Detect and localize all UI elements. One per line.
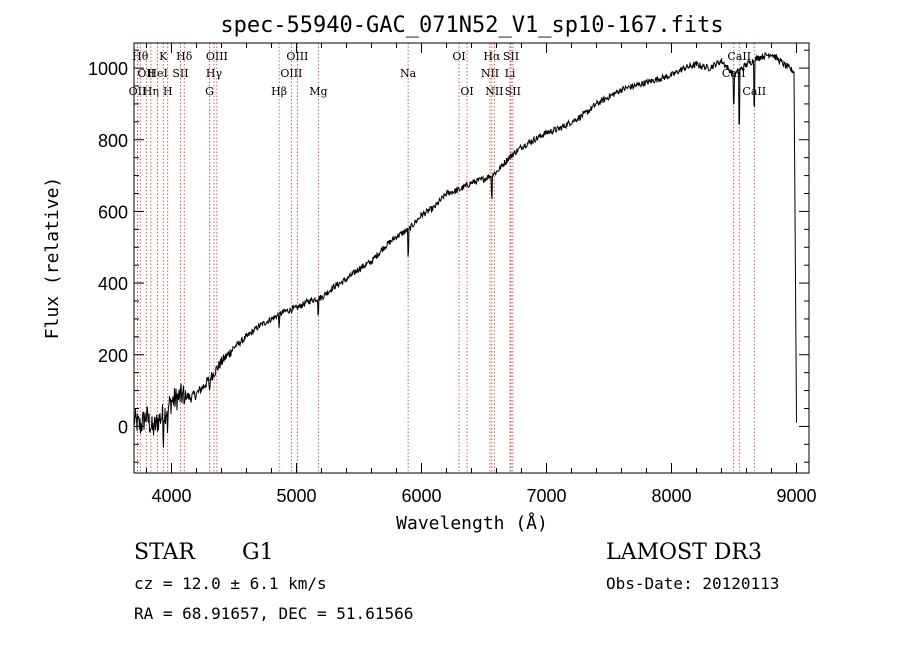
y-tick-label: 800 (98, 131, 128, 151)
survey-label: LAMOST DR3 (606, 540, 762, 565)
y-tick-label: 200 (98, 346, 128, 366)
x-tick-label: 8000 (651, 486, 691, 506)
y-tick-label: 0 (118, 417, 128, 437)
x-tick-label: 4000 (151, 486, 191, 506)
spectral-line-label: SII (505, 85, 521, 98)
spectral-line-label: Li (505, 67, 516, 80)
y-tick-label: 400 (98, 274, 128, 294)
chart-title: spec-55940-GAC_071N52_V1_sp10-167.fits (220, 13, 723, 38)
spectral-line-label: OIII (280, 67, 302, 80)
spectral-line-label: Hβ (271, 85, 287, 98)
spectral-line-label: CaII (727, 50, 751, 63)
spectral-line-label: SII (503, 50, 519, 63)
spectral-line-label: OIII (286, 50, 308, 63)
spectral-line-label: OI (452, 50, 465, 63)
spectral-line-label: K (159, 50, 168, 63)
spectral-line-label: Hθ (132, 50, 149, 63)
x-tick-label: 6000 (401, 486, 441, 506)
spectral-line-label: G (205, 85, 214, 98)
spectral-line-label: NII (485, 85, 503, 98)
spectrum-series-line (133, 51, 797, 448)
y-tick-label: 1000 (88, 59, 128, 79)
spectral-line-label: Hγ (206, 67, 223, 80)
axis-ticks: 4000 5000 6000 7000 8000 9000 0 200 400 600 800 100… (88, 43, 817, 506)
coords-text: RA = 68.91657, DEC = 51.61566 (134, 604, 413, 623)
plot-frame (133, 42, 810, 474)
spectral-line-label: NII (481, 67, 499, 80)
spectral-line-label: SII (172, 67, 188, 80)
spectral-line-label: OIII (206, 50, 228, 63)
object-subclass: G1 (242, 540, 274, 565)
x-tick-label: 9000 (776, 486, 816, 506)
y-axis-label: Flux (relative) (42, 177, 63, 340)
y-tick-label: 600 (98, 202, 128, 222)
x-tick-label: 7000 (526, 486, 566, 506)
spectral-lines: HθOIIOIIHηHeIKHSIIHδGHγOIIIHβOIIIOIIIMgN… (129, 43, 766, 473)
spectral-line-label: Hη (143, 85, 159, 98)
series-layer (133, 51, 797, 448)
spectral-line-label: Mg (309, 85, 327, 98)
spectral-line-label: OII (129, 85, 147, 98)
spectral-line-label: H (163, 85, 173, 98)
spectral-line-label: Hδ (176, 50, 193, 63)
object-class: STAR (134, 540, 196, 565)
x-tick-label: 5000 (276, 486, 316, 506)
spectral-line-label: Na (400, 67, 417, 80)
redshift-text: cz = 12.0 ± 6.1 km/s (134, 574, 327, 593)
obs-date-text: Obs-Date: 20120113 (606, 574, 779, 593)
x-axis-label: Wavelength (Å) (396, 512, 548, 534)
spectral-line-label: OII (137, 67, 155, 80)
spectral-line-label: Hα (483, 50, 501, 63)
spectral-line-label: HeI (147, 67, 167, 80)
spectral-line-label: OI (460, 85, 473, 98)
